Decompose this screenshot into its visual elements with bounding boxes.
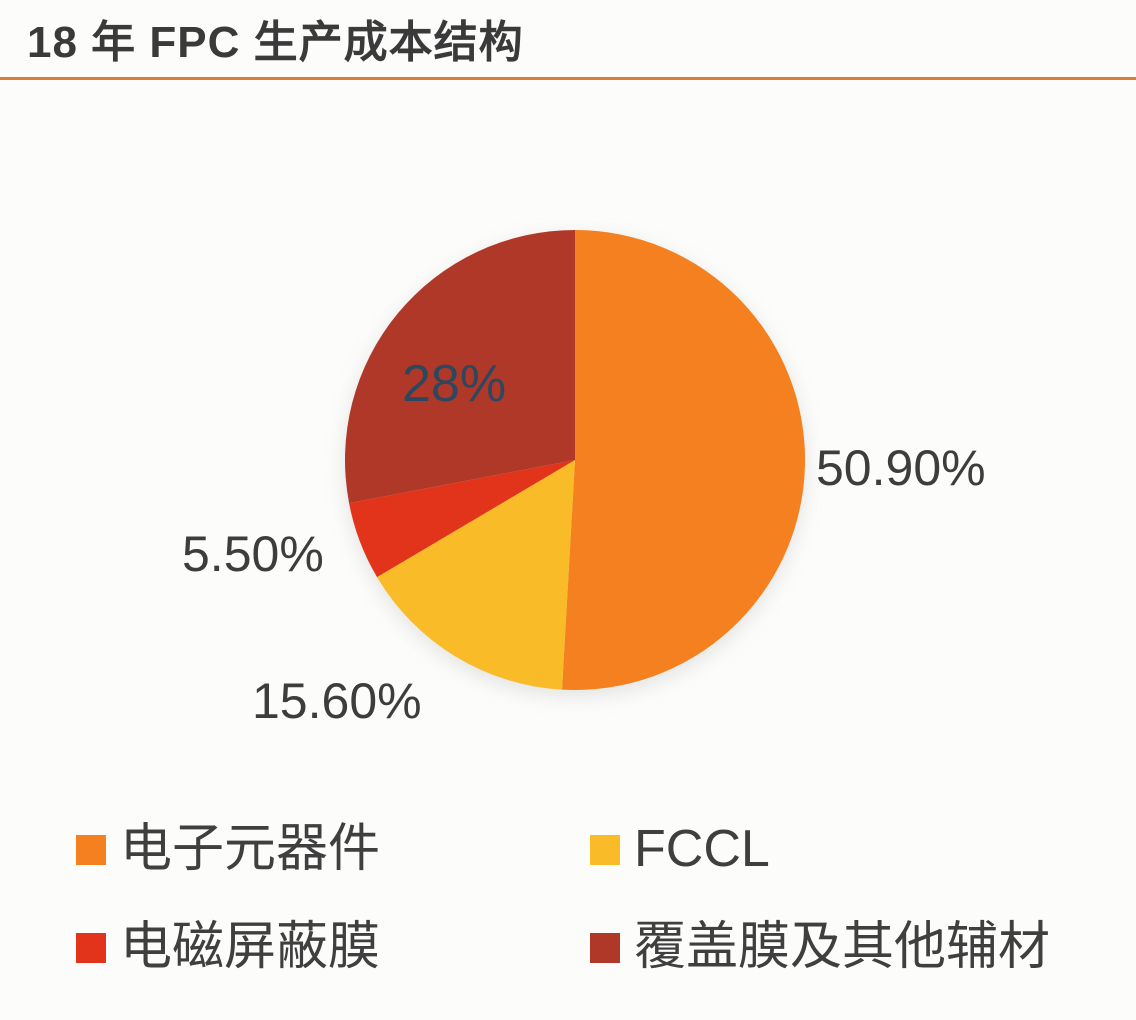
legend-label-electronic-components: 电子元器件 [120,820,381,878]
legend-label-emi-shielding-film: 电磁屏蔽膜 [120,918,381,976]
legend-item-fccl: FCCL [590,820,770,880]
title-divider [0,77,1136,80]
pie-slice-3 [345,230,575,504]
legend-item-emi-shielding-film: 电磁屏蔽膜 [76,918,380,978]
legend-item-electronic-components: 电子元器件 [76,820,380,880]
pie-slice-0 [562,230,805,690]
legend-label-coverlay-materials: 覆盖膜及其他辅材 [634,918,1051,976]
legend-swatch-emi-shielding-film [76,932,106,963]
pie-label-coverlay-materials-pct: 28% [402,355,507,413]
legend-swatch-electronic-components [76,834,106,865]
chart-title: 18 年 FPC 生产成本结构 [27,18,524,67]
pie-slice-1 [377,460,575,690]
pie-slice-2 [349,460,575,578]
legend-swatch-coverlay-materials [590,932,620,963]
pie-label-electronic-components-pct: 50.90% [816,440,986,496]
pie-chart [345,230,805,690]
pie-label-emi-shielding-film-pct: 5.50% [182,526,324,582]
legend-item-coverlay-materials: 覆盖膜及其他辅材 [590,918,1050,978]
pie-label-fccl-pct: 15.60% [252,673,422,729]
legend-swatch-fccl [590,834,620,865]
legend-label-fccl: FCCL [634,820,770,878]
